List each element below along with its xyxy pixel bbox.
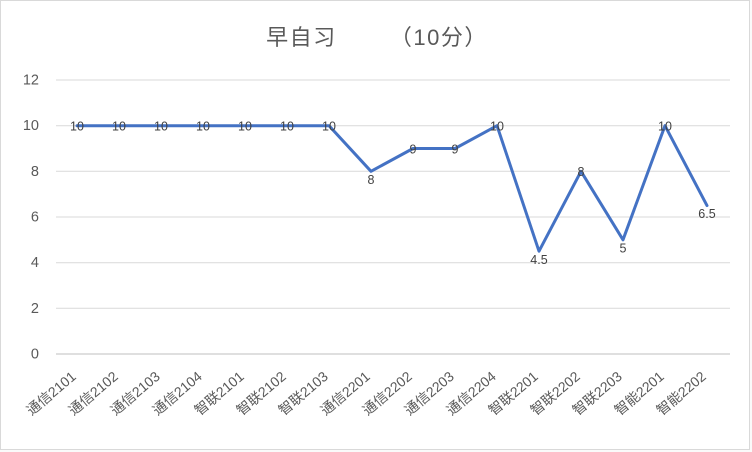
svg-text:10: 10 <box>322 120 336 134</box>
svg-text:2: 2 <box>31 301 39 317</box>
svg-text:10: 10 <box>196 120 210 134</box>
svg-text:0: 0 <box>31 347 39 363</box>
svg-text:4.5: 4.5 <box>530 253 547 267</box>
svg-text:10: 10 <box>70 120 84 134</box>
svg-text:10: 10 <box>658 120 672 134</box>
svg-text:9: 9 <box>452 142 459 156</box>
svg-text:9: 9 <box>410 142 417 156</box>
svg-text:8: 8 <box>368 173 375 187</box>
svg-text:6.5: 6.5 <box>698 207 715 221</box>
svg-text:4: 4 <box>31 255 39 271</box>
svg-text:10: 10 <box>490 120 504 134</box>
svg-text:8: 8 <box>31 164 39 180</box>
svg-text:6: 6 <box>31 210 39 226</box>
svg-text:5: 5 <box>620 241 627 255</box>
svg-text:10: 10 <box>154 120 168 134</box>
svg-text:10: 10 <box>238 120 252 134</box>
svg-text:10: 10 <box>280 120 294 134</box>
svg-text:10: 10 <box>23 118 39 134</box>
svg-text:12: 12 <box>23 73 39 89</box>
svg-text:10: 10 <box>112 120 126 134</box>
svg-text:8: 8 <box>578 165 585 179</box>
